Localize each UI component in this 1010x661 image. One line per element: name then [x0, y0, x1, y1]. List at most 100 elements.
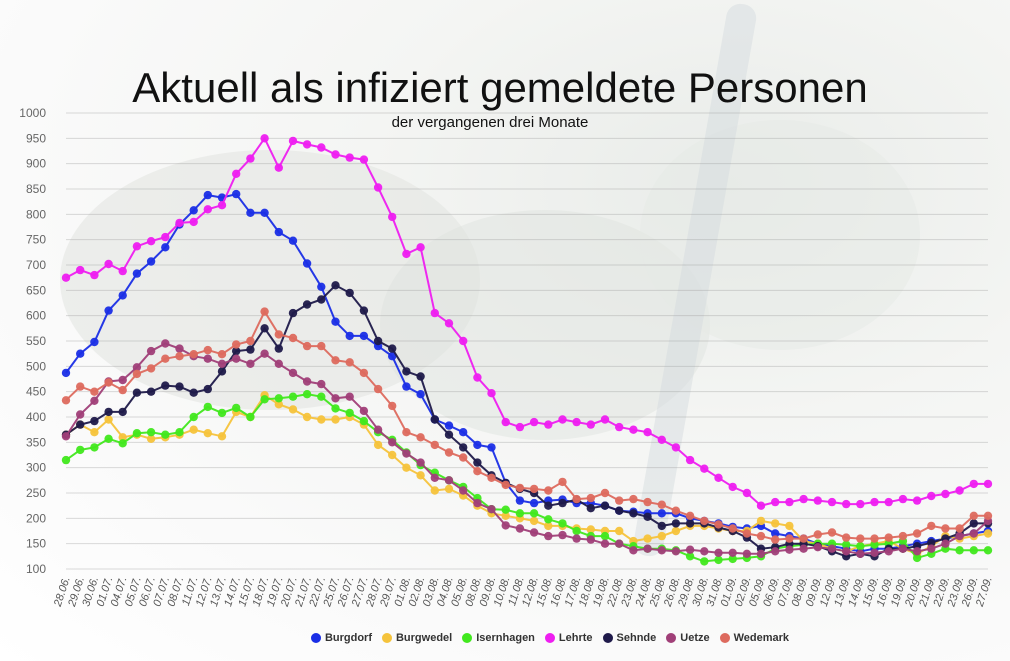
data-point — [317, 282, 326, 291]
data-point — [671, 519, 681, 528]
data-point — [118, 266, 127, 276]
data-point — [61, 432, 71, 441]
data-point — [317, 415, 326, 424]
data-point — [558, 530, 567, 540]
data-point — [941, 524, 950, 533]
data-point — [685, 511, 695, 520]
data-point — [161, 354, 170, 363]
data-point — [373, 336, 383, 346]
data-point — [898, 544, 908, 553]
data-point — [572, 534, 581, 543]
data-point — [969, 529, 978, 538]
data-point — [246, 154, 255, 163]
data-point — [600, 531, 610, 541]
data-point — [359, 368, 369, 378]
data-point — [189, 350, 198, 359]
data-point — [685, 455, 695, 465]
data-point — [61, 396, 71, 405]
data-point — [388, 344, 397, 353]
y-tick-label: 400 — [26, 410, 46, 424]
legend-item[interactable]: Wedemark — [719, 632, 790, 644]
data-point — [217, 432, 227, 441]
data-point — [331, 281, 340, 290]
data-point — [76, 420, 85, 429]
data-point — [771, 535, 780, 544]
data-point — [558, 477, 567, 487]
data-point — [373, 440, 383, 450]
data-point — [331, 150, 340, 159]
data-point — [288, 333, 298, 343]
data-point — [813, 530, 822, 539]
data-point — [643, 544, 652, 553]
data-point — [232, 354, 241, 363]
data-point — [146, 346, 156, 356]
data-point — [842, 533, 851, 542]
data-point — [430, 440, 439, 450]
data-point — [700, 516, 709, 526]
data-point — [345, 408, 354, 418]
legend-label: Wedemark — [733, 632, 790, 644]
legend-item[interactable]: Lehrte — [544, 632, 593, 644]
data-point — [146, 434, 156, 443]
data-point — [104, 407, 113, 417]
data-point — [416, 458, 425, 467]
data-point — [232, 189, 241, 199]
data-point — [771, 529, 780, 538]
legend-item[interactable]: Sehnde — [602, 632, 656, 644]
data-point — [742, 488, 752, 498]
legend-item[interactable]: Isernhagen — [462, 632, 535, 644]
data-point — [146, 364, 156, 373]
data-point — [430, 486, 439, 495]
data-point — [118, 439, 127, 448]
legend-marker — [381, 633, 392, 643]
data-point — [302, 341, 312, 351]
data-point — [104, 378, 113, 387]
data-point — [756, 549, 766, 558]
data-point — [161, 381, 170, 390]
data-point — [728, 524, 737, 533]
data-point — [898, 531, 908, 541]
chart-legend: Burgdorf Burgwedel Isernhagen Lehrte Sehnde U… — [0, 632, 1010, 646]
data-point — [416, 433, 425, 442]
y-tick-label: 700 — [26, 258, 46, 272]
data-point — [785, 497, 794, 507]
data-point — [473, 498, 482, 508]
data-point — [756, 501, 766, 510]
data-point — [912, 529, 922, 538]
data-point — [359, 406, 369, 416]
data-point — [402, 367, 411, 376]
legend-item[interactable]: Burgdorf — [310, 632, 372, 644]
data-point — [416, 471, 425, 480]
data-point — [501, 480, 510, 490]
data-point — [146, 237, 156, 246]
data-point — [189, 206, 198, 215]
data-point — [104, 415, 113, 424]
legend-item[interactable]: Uetze — [666, 632, 710, 644]
data-point — [388, 438, 397, 447]
data-point — [146, 387, 156, 396]
data-point — [90, 443, 99, 452]
data-point — [345, 288, 354, 298]
data-point — [643, 512, 652, 521]
data-point — [600, 501, 610, 510]
data-point — [317, 379, 326, 389]
legend-label: Burgdorf — [324, 632, 372, 644]
data-point — [76, 349, 85, 358]
data-point — [870, 548, 879, 557]
data-point — [104, 259, 113, 269]
data-point — [813, 496, 822, 505]
legend-item[interactable]: Burgwedel — [381, 632, 452, 644]
data-point — [288, 236, 298, 245]
data-point — [643, 534, 652, 543]
data-point — [473, 440, 482, 450]
data-point — [260, 324, 269, 333]
data-point — [586, 525, 595, 534]
data-point — [76, 445, 85, 455]
data-point — [189, 388, 198, 397]
data-point — [615, 539, 624, 548]
data-point — [76, 382, 85, 391]
data-point — [856, 534, 865, 543]
data-point — [132, 269, 142, 278]
data-point — [487, 505, 496, 514]
data-point — [288, 136, 298, 146]
